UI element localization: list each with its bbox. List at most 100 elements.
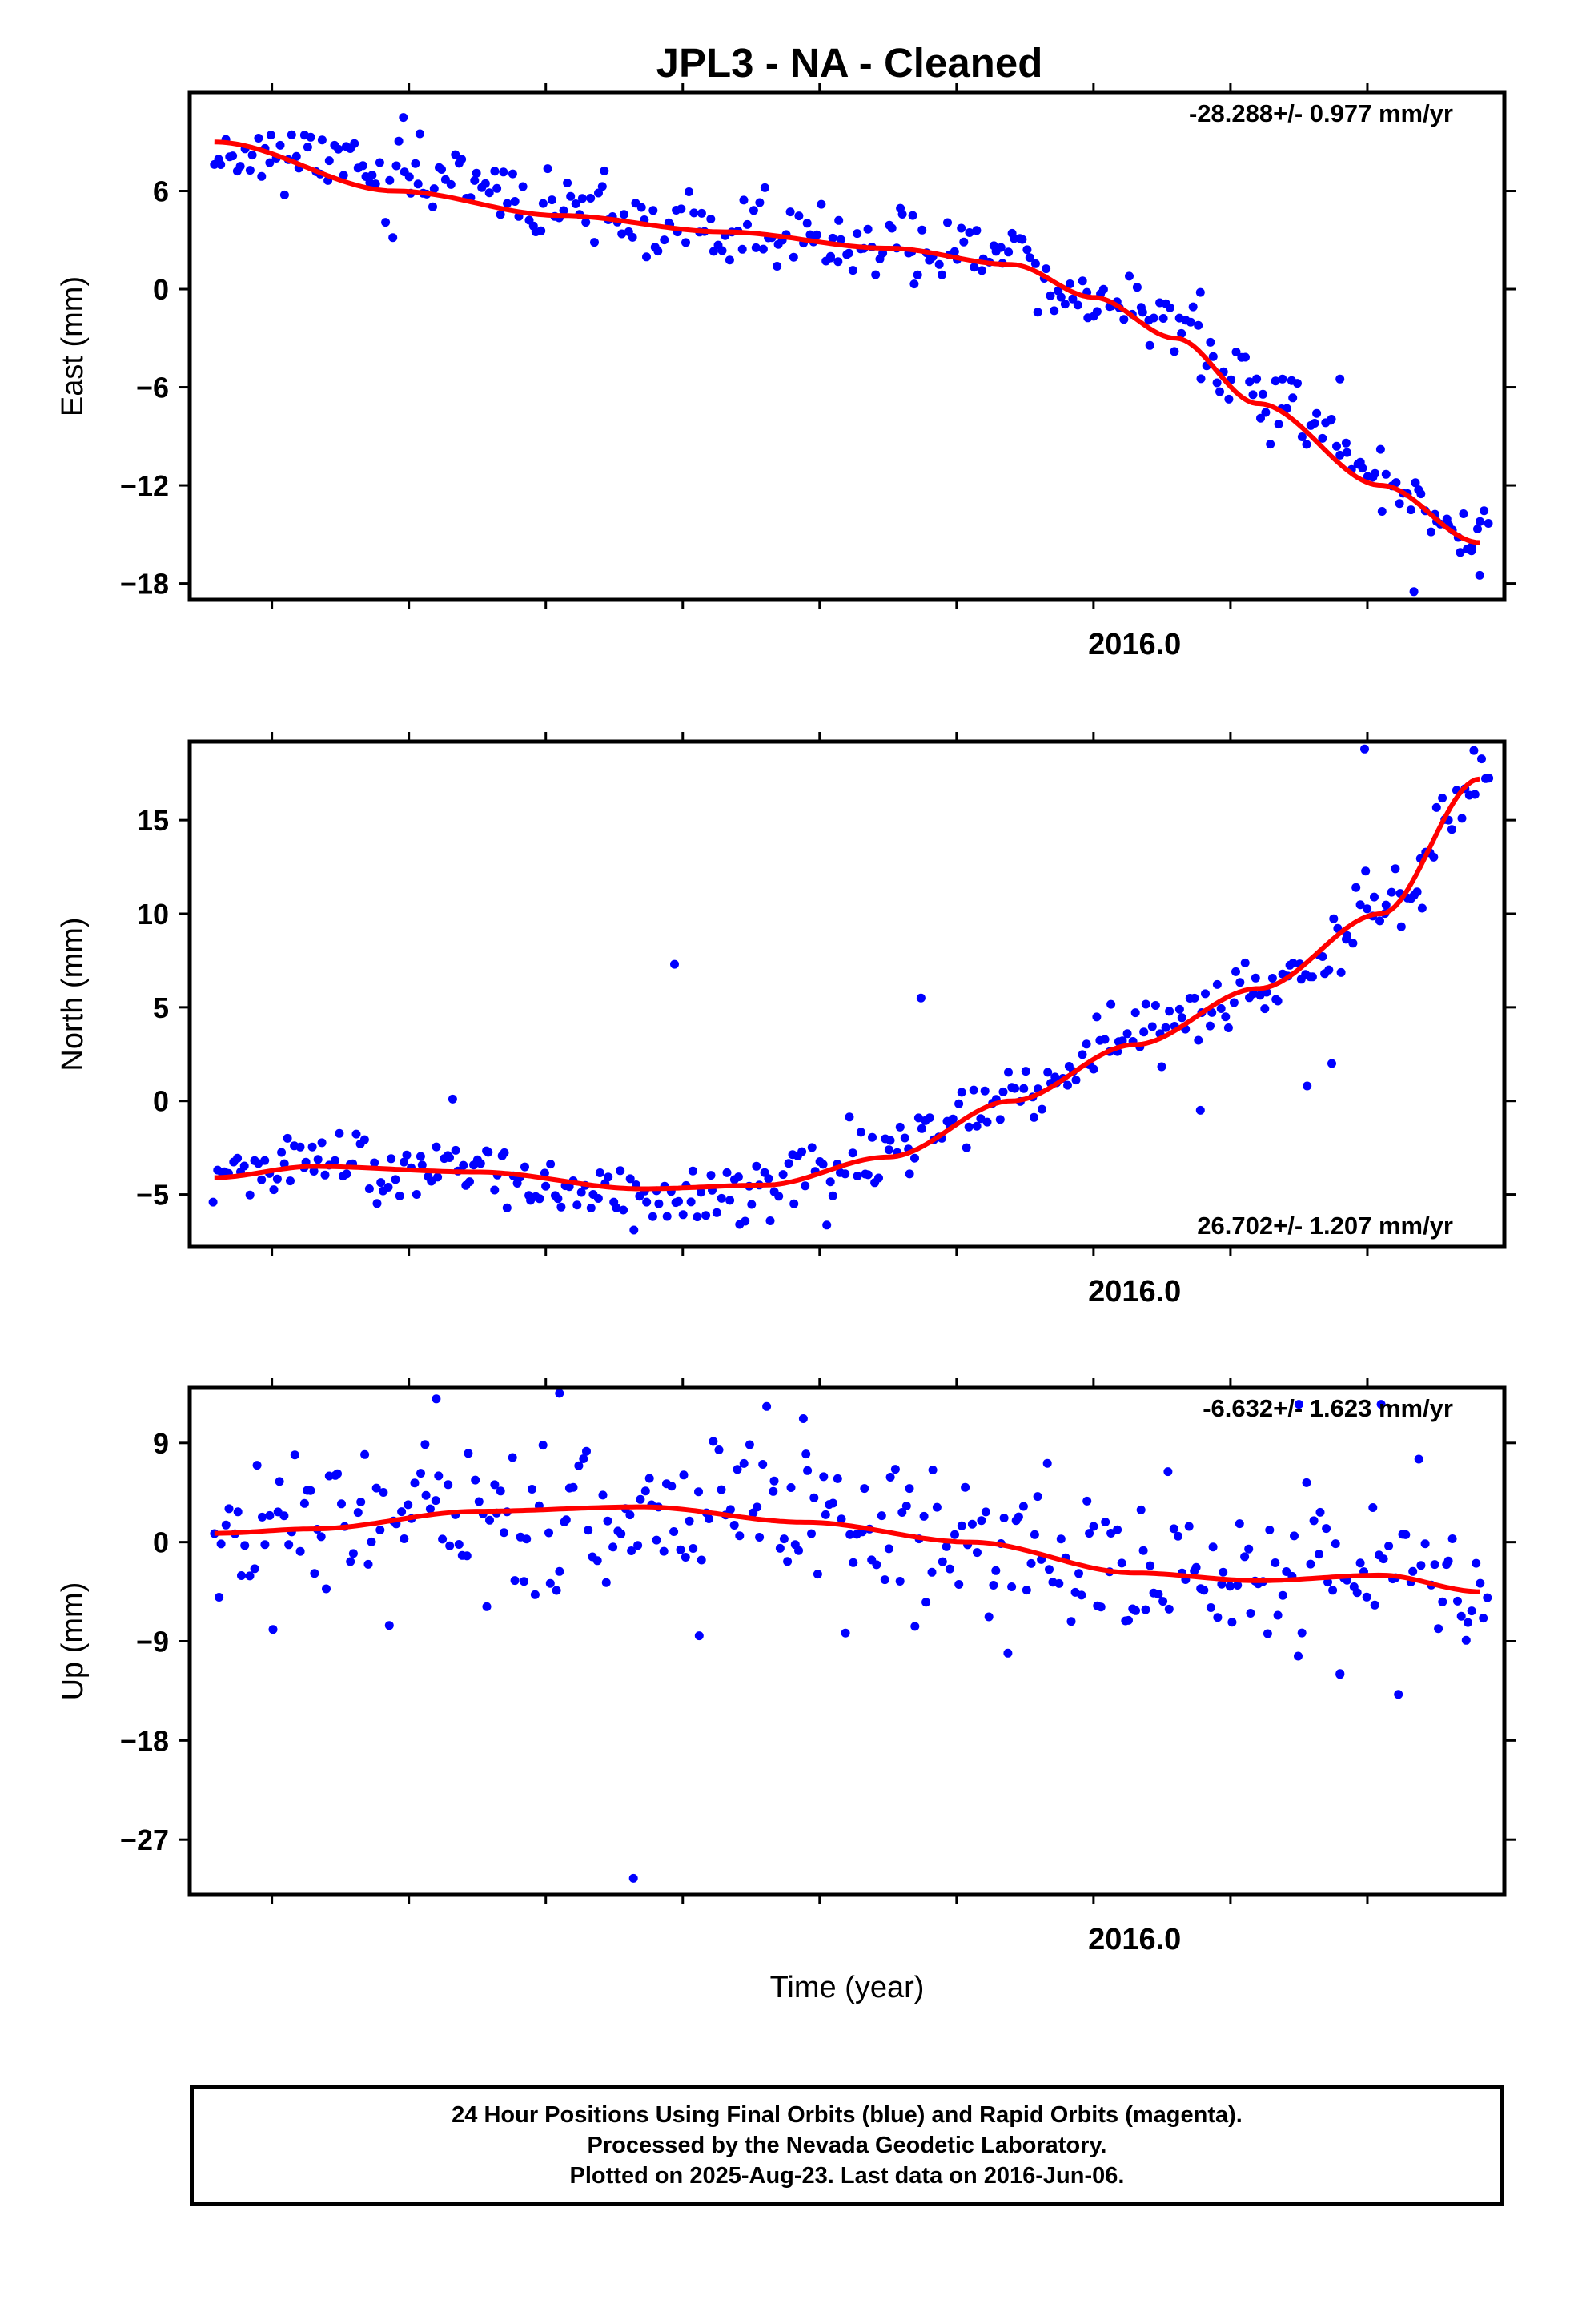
data-point	[871, 270, 881, 279]
data-point	[1054, 1578, 1064, 1588]
data-point	[1106, 999, 1116, 1009]
data-point	[943, 218, 952, 227]
data-point	[1078, 276, 1087, 286]
data-point	[1327, 415, 1336, 424]
data-point	[476, 1159, 485, 1168]
data-point	[1447, 1534, 1457, 1543]
data-point	[612, 1203, 621, 1212]
data-point	[348, 1549, 358, 1558]
data-point	[625, 1174, 635, 1184]
data-point	[640, 1486, 650, 1496]
data-point	[1201, 989, 1210, 999]
data-point	[208, 1197, 218, 1207]
data-point	[619, 1205, 628, 1215]
data-point	[1022, 245, 1032, 255]
data-point	[789, 252, 798, 262]
y-tick-label: −18	[120, 1724, 169, 1757]
data-point	[363, 1559, 373, 1569]
data-point	[812, 230, 821, 239]
data-point	[659, 1546, 669, 1556]
y-tick-label: 0	[153, 1526, 169, 1559]
data-point	[600, 166, 609, 175]
data-point	[1361, 866, 1371, 876]
data-point	[1073, 300, 1082, 310]
data-point	[454, 1540, 464, 1549]
east-points	[210, 113, 1493, 597]
outlier-point	[694, 1631, 704, 1641]
data-point	[465, 1177, 474, 1187]
data-point	[538, 1441, 548, 1450]
data-point	[900, 1133, 909, 1143]
y-tick-label: 0	[153, 1085, 169, 1118]
data-point	[807, 1143, 817, 1152]
data-point	[1438, 1597, 1447, 1606]
data-point	[981, 1507, 990, 1517]
data-point	[745, 1440, 754, 1449]
data-point	[1188, 302, 1198, 312]
outlier-point	[415, 129, 424, 139]
data-point	[372, 1199, 382, 1208]
data-point	[1244, 1544, 1254, 1554]
data-point	[413, 179, 423, 189]
data-point	[1246, 1609, 1255, 1618]
data-point	[725, 1505, 735, 1514]
data-point	[938, 270, 946, 279]
data-point	[1335, 450, 1345, 460]
panel-north: −5 0 5 10 15 2016.0 North (mm) 26.702+/- 1.207 …	[56, 732, 1516, 1309]
data-point	[1322, 1524, 1331, 1534]
data-point	[1050, 306, 1059, 316]
data-point	[434, 1471, 444, 1481]
data-point	[1208, 1542, 1218, 1552]
data-point	[520, 1162, 529, 1172]
data-point	[1199, 1586, 1209, 1595]
data-point	[653, 247, 663, 256]
data-point	[1476, 517, 1484, 526]
data-point	[1412, 887, 1422, 897]
data-point	[1274, 420, 1283, 429]
data-point	[786, 1483, 796, 1492]
data-point	[733, 1465, 742, 1474]
data-point	[636, 1494, 645, 1504]
data-point	[1310, 419, 1319, 428]
data-point	[1470, 790, 1480, 799]
data-point	[828, 1191, 837, 1200]
data-point	[1240, 1552, 1250, 1562]
y-tick-label: 9	[153, 1427, 169, 1460]
data-point	[1457, 814, 1467, 823]
data-point	[794, 1546, 803, 1555]
data-point	[959, 237, 969, 247]
data-point	[1370, 892, 1379, 902]
outlier-point	[826, 251, 835, 261]
data-point	[391, 1175, 400, 1184]
data-point	[522, 1534, 532, 1544]
outlier-point	[760, 183, 769, 192]
data-point	[1077, 1590, 1086, 1600]
data-point	[762, 1401, 772, 1411]
data-point	[856, 1128, 865, 1137]
data-point	[697, 1555, 706, 1565]
data-point	[541, 1181, 551, 1191]
data-point	[928, 1466, 938, 1474]
data-point	[868, 1132, 877, 1142]
data-point	[1336, 967, 1346, 977]
data-point	[1206, 1021, 1215, 1031]
data-point	[1355, 1558, 1365, 1568]
data-point	[1147, 1022, 1157, 1031]
data-point	[739, 1458, 749, 1468]
data-point	[484, 1148, 493, 1157]
data-point	[1074, 1569, 1083, 1578]
data-point	[313, 1155, 323, 1164]
data-point	[1131, 1606, 1140, 1615]
outlier-point	[801, 1449, 811, 1459]
outlier-point	[670, 959, 679, 969]
data-point	[1158, 1597, 1168, 1606]
data-point	[563, 179, 572, 187]
data-point	[1149, 313, 1158, 323]
data-point	[1231, 348, 1241, 356]
data-point	[307, 1142, 317, 1152]
data-point	[934, 259, 944, 269]
data-point	[375, 1526, 385, 1534]
data-point	[284, 1540, 294, 1550]
data-point	[688, 1166, 697, 1176]
